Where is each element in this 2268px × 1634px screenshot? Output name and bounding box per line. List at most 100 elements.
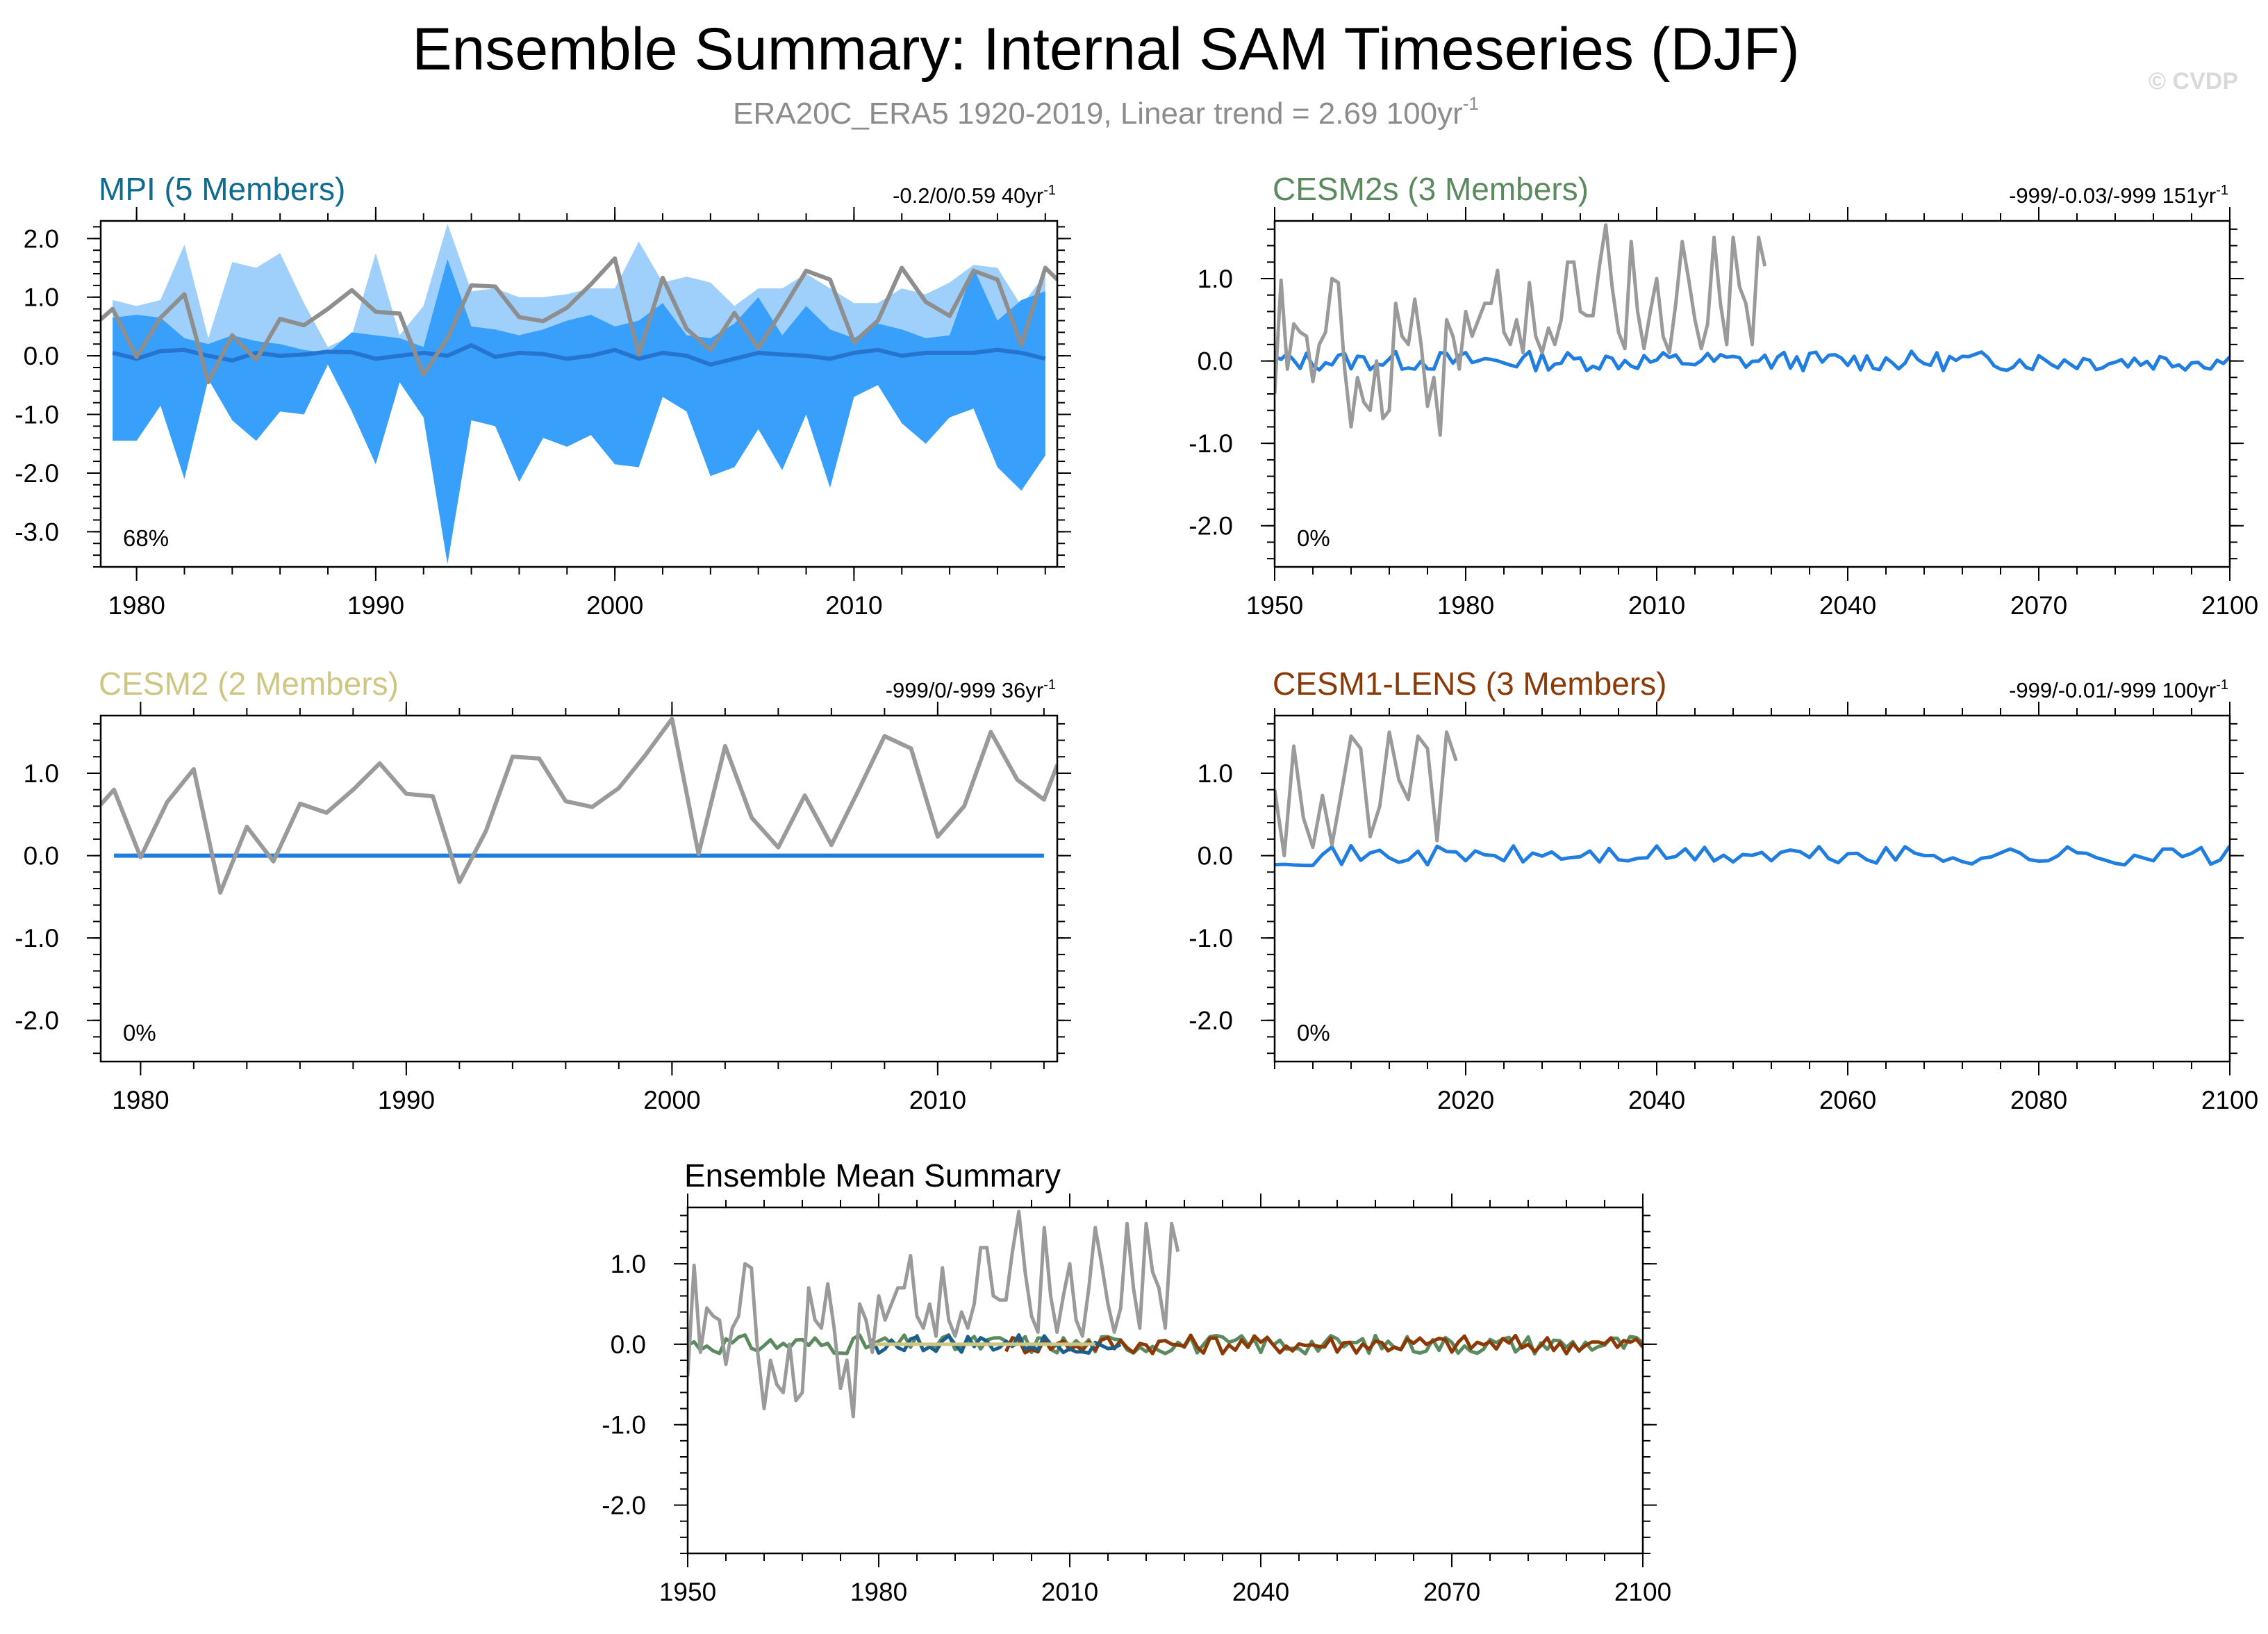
summary-ytick-label: 1.0	[611, 1250, 646, 1278]
lens-plot-area	[1275, 730, 2230, 868]
cesm2-stats-text: -999/0/-999 36yr	[886, 678, 1043, 702]
lens-percent-label: 0%	[1297, 1020, 1330, 1046]
cesm2s-plot-frame	[1273, 220, 2231, 568]
cesm2s-stats-label: -999/-0.03/-999 151yr-1	[2009, 183, 2228, 208]
lens-ytick-label: 0.0	[1198, 842, 1233, 870]
cesm2-xtick-label: 2000	[643, 1086, 700, 1114]
cesm2-ytick-label: 0.0	[24, 842, 59, 870]
mpi-ytick-label: 0.0	[24, 342, 59, 370]
mpi-plot-area	[101, 224, 1057, 564]
mpi-xtick-label: 1980	[108, 591, 165, 620]
summary-plot-area	[688, 1210, 1643, 1419]
cesm2s-ensemble-mean-line	[1275, 349, 2230, 373]
lens-panel-title: CESM1-LENS (3 Members)	[1273, 666, 1666, 702]
cesm2s-percent-label: 0%	[1297, 525, 1330, 551]
summary-xtick-label: 2010	[1041, 1578, 1098, 1606]
cesm2s-ytick-label: 0.0	[1198, 347, 1233, 376]
panel-cesm2: CESM2 (2 Members) -999/0/-999 36yr-1 1980 1…	[15, 666, 1071, 1114]
figure-title: Ensemble Summary: Internal SAM Timeserie…	[412, 16, 1800, 83]
mpi-ytick-label: -3.0	[15, 518, 59, 546]
cvdp-watermark: © CVDP	[2149, 68, 2238, 94]
mpi-observed-line	[101, 256, 1057, 385]
mpi-ensemble-mean-line	[112, 343, 1046, 367]
panel-lens: CESM1-LENS (3 Members) -999/-0.01/-999 10…	[1189, 666, 2258, 1114]
lens-ensemble-mean-line	[1275, 843, 2230, 868]
mpi-ytick-label: -1.0	[15, 401, 59, 429]
subtitle-superscript: -1	[1463, 93, 1479, 114]
mpi-ytick-label: 1.0	[24, 283, 59, 312]
mpi-ytick-label: 2.0	[24, 224, 59, 253]
lens-ytick-label: 1.0	[1198, 759, 1233, 788]
cesm2-plot-frame	[99, 714, 1059, 1063]
lens-xtick-label: 2040	[1628, 1086, 1685, 1114]
lens-xtick-label: 2080	[2010, 1086, 2067, 1114]
cesm2s-observed-line	[1275, 223, 1767, 437]
cesm2-ytick-label: -1.0	[15, 924, 59, 952]
summary-xtick-label: 2070	[1423, 1578, 1480, 1606]
lens-plot-frame	[1273, 714, 2231, 1063]
cesm2-xtick-label: 2010	[909, 1086, 966, 1114]
mpi-plot-frame	[99, 220, 1059, 568]
summary-xtick-label: 1980	[850, 1578, 907, 1606]
lens-ytick-label: -1.0	[1189, 924, 1233, 952]
summary-plot-frame	[686, 1206, 1644, 1555]
summary-observed-line	[688, 1210, 1180, 1419]
cesm2s-xtick-label: 2010	[1628, 591, 1685, 620]
cesm2-ytick-label: -2.0	[15, 1007, 59, 1035]
panel-summary: Ensemble Mean Summary 1950 1980 2010 2040 207…	[602, 1157, 1671, 1606]
cesm2s-xtick-label: 2070	[2010, 591, 2067, 620]
cesm2s-stats-sup: -1	[2216, 183, 2228, 198]
cesm2s-ytick-label: -2.0	[1189, 512, 1233, 540]
figure-subtitle: ERA20C_ERA5 1920-2019, Linear trend = 2.…	[733, 93, 1479, 131]
cesm2s-panel-title: CESM2s (3 Members)	[1273, 171, 1589, 207]
panel-cesm2s: CESM2s (3 Members) -999/-0.03/-999 151yr-…	[1189, 171, 2258, 620]
mpi-xtick-label: 2000	[586, 591, 643, 620]
cesm2-panel-title: CESM2 (2 Members)	[99, 666, 399, 702]
cesm2s-plot-area	[1275, 223, 2230, 437]
lens-stats-text: -999/-0.01/-999 100yr	[2009, 678, 2216, 702]
cesm2-xtick-label: 1990	[378, 1086, 435, 1114]
mpi-panel-title: MPI (5 Members)	[99, 171, 345, 207]
summary-xtick-label: 2040	[1232, 1578, 1289, 1606]
cesm2s-xtick-label: 1980	[1437, 591, 1494, 620]
lens-ytick-label: -2.0	[1189, 1007, 1233, 1035]
mpi-stats-text: -0.2/0/0.59 40yr	[893, 183, 1043, 208]
cesm2-xtick-label: 1980	[112, 1086, 169, 1114]
lens-observed-line	[1275, 730, 1458, 858]
cesm2-stats-sup: -1	[1043, 677, 1056, 693]
lens-stats-label: -999/-0.01/-999 100yr-1	[2009, 677, 2228, 702]
lens-xtick-label: 2100	[2201, 1086, 2258, 1114]
summary-ytick-label: 0.0	[611, 1330, 646, 1359]
summary-xtick-label: 2100	[1614, 1578, 1671, 1606]
lens-xtick-label: 2060	[1819, 1086, 1876, 1114]
summary-series-cesm1-lens	[1004, 1333, 1643, 1355]
lens-stats-sup: -1	[2216, 677, 2228, 693]
mpi-xtick-label: 1990	[347, 591, 404, 620]
summary-xtick-label: 1950	[659, 1578, 716, 1606]
cesm2s-xtick-label: 2100	[2201, 591, 2258, 620]
cesm2s-xtick-label: 2040	[1819, 591, 1876, 620]
cesm2-percent-label: 0%	[123, 1020, 156, 1046]
subtitle-text: ERA20C_ERA5 1920-2019, Linear trend = 2.…	[733, 97, 1463, 131]
cesm2s-stats-text: -999/-0.03/-999 151yr	[2009, 183, 2216, 208]
summary-series-cesm2s	[688, 1333, 1643, 1356]
panel-mpi: MPI (5 Members) -0.2/0/0.59 40yr-1 1980 199…	[15, 171, 1071, 620]
cesm2-stats-label: -999/0/-999 36yr-1	[886, 677, 1056, 702]
cesm2s-xtick-label: 1950	[1246, 591, 1303, 620]
mpi-stats-label: -0.2/0/0.59 40yr-1	[893, 183, 1056, 208]
summary-ytick-label: -1.0	[602, 1411, 646, 1439]
cesm2-ytick-label: 1.0	[24, 759, 59, 788]
mpi-xtick-label: 2010	[825, 591, 882, 620]
mpi-stats-sup: -1	[1043, 183, 1056, 198]
summary-panel-title: Ensemble Mean Summary	[684, 1157, 1061, 1194]
cesm2s-ytick-label: -1.0	[1189, 429, 1233, 458]
lens-xtick-label: 2020	[1437, 1086, 1494, 1114]
cesm2-plot-area	[101, 716, 1057, 895]
cesm2-observed-line	[101, 716, 1057, 895]
summary-ytick-label: -2.0	[602, 1492, 646, 1520]
summary-series-mpi	[870, 1333, 1122, 1355]
cesm2s-ytick-label: 1.0	[1198, 265, 1233, 293]
mpi-spread-inner-band	[113, 258, 1045, 564]
mpi-percent-label: 68%	[123, 525, 169, 551]
